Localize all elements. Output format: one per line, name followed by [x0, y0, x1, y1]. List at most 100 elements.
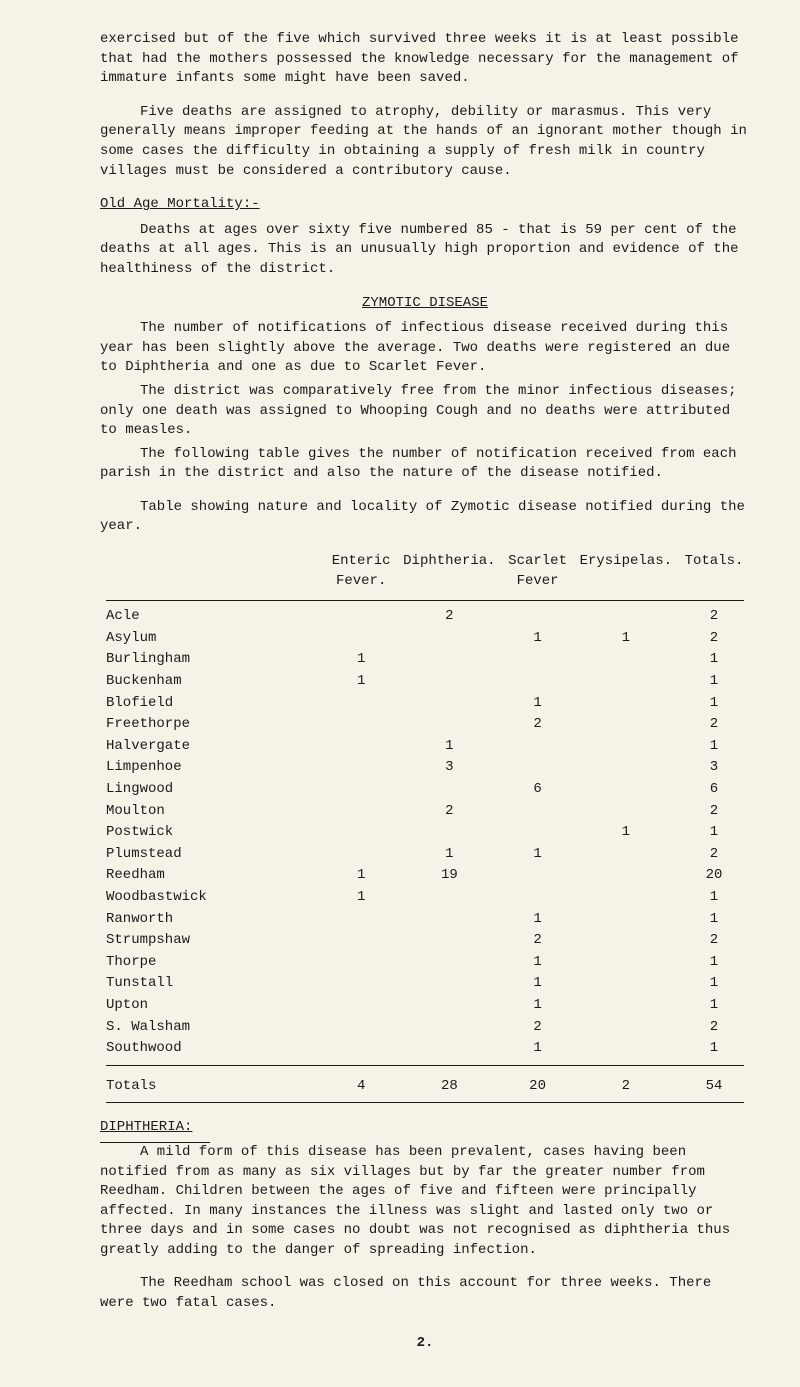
cell-diph: 3 — [397, 757, 501, 779]
para-exercised: exercised but of the five which survived… — [100, 30, 750, 89]
cell-tot: 1 — [678, 693, 750, 715]
cell-scarlet — [502, 736, 574, 758]
cell-ery — [574, 606, 678, 628]
cell-diph: 2 — [397, 606, 501, 628]
cell-tot: 20 — [678, 865, 750, 887]
cell-enteric — [325, 930, 397, 952]
cell-diph — [397, 671, 501, 693]
cell-scarlet — [502, 887, 574, 909]
cell-scarlet: 1 — [502, 628, 574, 650]
para-notifications: The number of notifications of infectiou… — [100, 319, 750, 378]
cell-diph — [397, 973, 501, 995]
cell-place: Upton — [100, 995, 325, 1017]
cell-scarlet: 1 — [502, 952, 574, 974]
table-header-row: Enteric Fever. Diphtheria. Scarlet Fever… — [100, 551, 750, 595]
cell-tot: 2 — [678, 714, 750, 736]
table-row: Buckenham11 — [100, 671, 750, 693]
table-rule-end — [106, 1102, 744, 1103]
col-place — [100, 551, 325, 595]
cell-tot: 2 — [678, 844, 750, 866]
cell-diph — [397, 714, 501, 736]
cell-scarlet: 1 — [502, 844, 574, 866]
cell-tot: 1 — [678, 995, 750, 1017]
col-enteric: Enteric Fever. — [325, 551, 397, 595]
cell-scarlet — [502, 801, 574, 823]
table-row: Freethorpe22 — [100, 714, 750, 736]
cell-ery — [574, 714, 678, 736]
cell-place: Buckenham — [100, 671, 325, 693]
totals-label: Totals — [100, 1071, 325, 1098]
cell-ery — [574, 844, 678, 866]
cell-scarlet — [502, 671, 574, 693]
cell-tot: 1 — [678, 909, 750, 931]
para-diphtheria-1: A mild form of this disease has been pre… — [100, 1143, 750, 1261]
cell-diph — [397, 952, 501, 974]
cell-tot: 1 — [678, 887, 750, 909]
cell-scarlet — [502, 606, 574, 628]
cell-diph — [397, 1038, 501, 1060]
cell-place: Acle — [100, 606, 325, 628]
cell-place: Burlingham — [100, 649, 325, 671]
cell-tot: 1 — [678, 671, 750, 693]
cell-ery — [574, 909, 678, 931]
cell-scarlet: 6 — [502, 779, 574, 801]
cell-place: Asylum — [100, 628, 325, 650]
totals-tot: 54 — [678, 1071, 750, 1098]
cell-enteric — [325, 973, 397, 995]
cell-diph: 1 — [397, 736, 501, 758]
cell-ery — [574, 801, 678, 823]
cell-place: Blofield — [100, 693, 325, 715]
cell-place: Tunstall — [100, 973, 325, 995]
table-row: Reedham11920 — [100, 865, 750, 887]
cell-place: Woodbastwick — [100, 887, 325, 909]
table-row: Plumstead112 — [100, 844, 750, 866]
cell-tot: 1 — [678, 952, 750, 974]
cell-scarlet: 2 — [502, 930, 574, 952]
cell-scarlet — [502, 649, 574, 671]
cell-diph — [397, 649, 501, 671]
para-five-deaths: Five deaths are assigned to atrophy, deb… — [100, 103, 750, 181]
table-row: Ranworth11 — [100, 909, 750, 931]
totals-diph: 28 — [397, 1071, 501, 1098]
cell-diph: 2 — [397, 801, 501, 823]
cell-enteric — [325, 952, 397, 974]
cell-diph — [397, 930, 501, 952]
page-number: 2. — [100, 1334, 750, 1354]
cell-diph — [397, 1017, 501, 1039]
cell-scarlet: 1 — [502, 909, 574, 931]
old-age-mortality-heading: Old Age Mortality:- — [100, 195, 750, 215]
table-row: Lingwood66 — [100, 779, 750, 801]
table-row: Tunstall11 — [100, 973, 750, 995]
cell-enteric — [325, 606, 397, 628]
cell-place: Postwick — [100, 822, 325, 844]
cell-tot: 6 — [678, 779, 750, 801]
cell-tot: 2 — [678, 930, 750, 952]
table-rule-top — [106, 600, 744, 601]
table-row: Postwick11 — [100, 822, 750, 844]
cell-ery — [574, 973, 678, 995]
col-erysipelas: Erysipelas. — [574, 551, 678, 595]
cell-diph: 19 — [397, 865, 501, 887]
table-row: Burlingham11 — [100, 649, 750, 671]
cell-enteric: 1 — [325, 865, 397, 887]
cell-ery — [574, 952, 678, 974]
cell-tot: 2 — [678, 606, 750, 628]
cell-enteric — [325, 736, 397, 758]
cell-enteric — [325, 995, 397, 1017]
cell-diph — [397, 995, 501, 1017]
cell-ery — [574, 887, 678, 909]
para-diphtheria-2: The Reedham school was closed on this ac… — [100, 1274, 750, 1313]
cell-diph: 1 — [397, 844, 501, 866]
cell-diph — [397, 909, 501, 931]
cell-enteric — [325, 1038, 397, 1060]
cell-enteric — [325, 628, 397, 650]
cell-ery — [574, 757, 678, 779]
cell-tot: 1 — [678, 973, 750, 995]
cell-ery — [574, 779, 678, 801]
cell-enteric: 1 — [325, 671, 397, 693]
cell-place: Thorpe — [100, 952, 325, 974]
cell-tot: 2 — [678, 1017, 750, 1039]
cell-ery — [574, 1038, 678, 1060]
para-old-age: Deaths at ages over sixty five numbered … — [100, 221, 750, 280]
cell-scarlet: 2 — [502, 714, 574, 736]
